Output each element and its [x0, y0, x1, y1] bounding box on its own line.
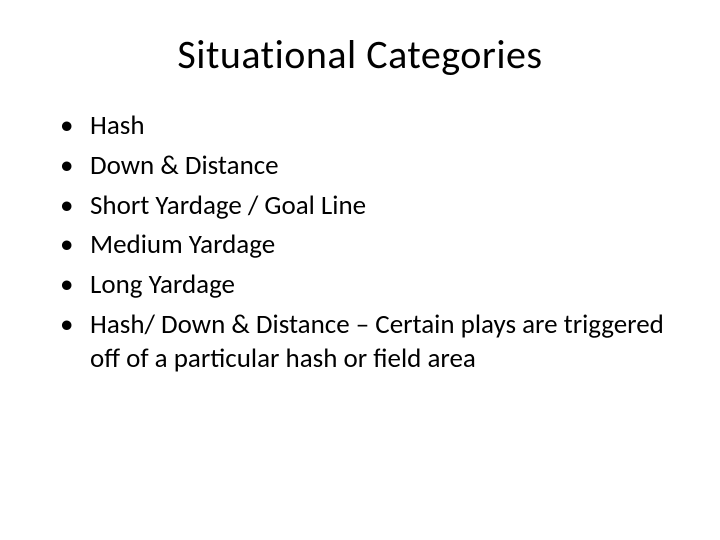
list-item: Hash [60, 109, 680, 143]
list-item: Long Yardage [60, 268, 680, 302]
bullet-list: Hash Down & Distance Short Yardage / Goa… [40, 109, 680, 375]
list-item: Short Yardage / Goal Line [60, 189, 680, 223]
slide-title: Situational Categories [40, 30, 680, 79]
list-item: Hash/ Down & Distance – Certain plays ar… [60, 308, 680, 376]
slide: Situational Categories Hash Down & Dista… [0, 0, 720, 540]
list-item: Down & Distance [60, 149, 680, 183]
list-item: Medium Yardage [60, 228, 680, 262]
